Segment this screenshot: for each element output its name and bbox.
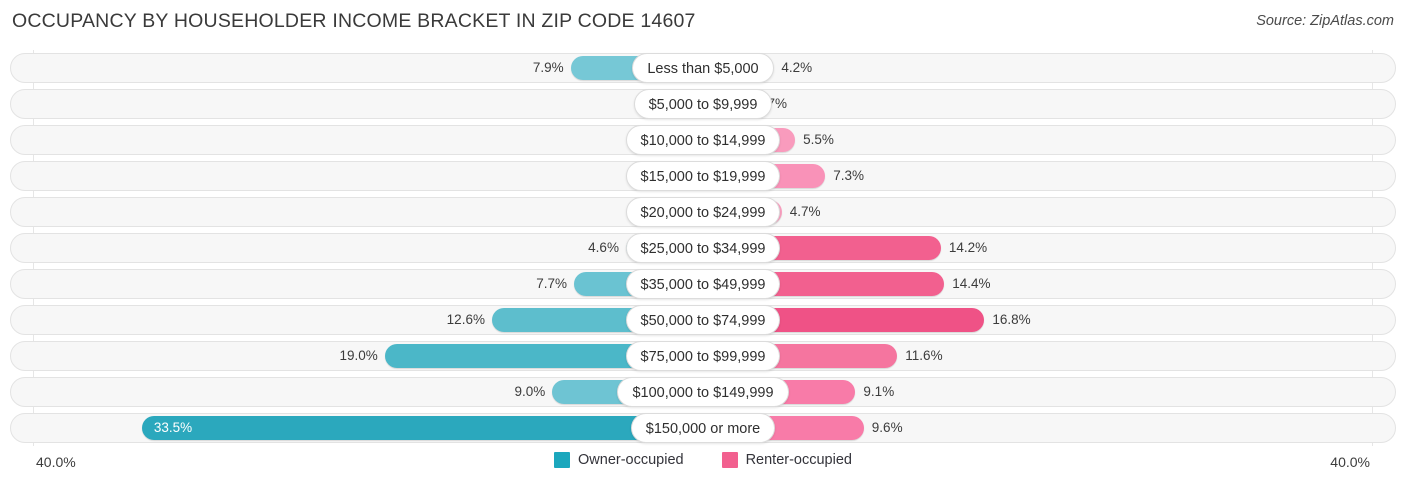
- chart-legend: Owner-occupied Renter-occupied: [0, 452, 1406, 468]
- legend-item-renter-occupied[interactable]: Renter-occupied: [721, 452, 852, 468]
- owner-value-label: 7.9%: [532, 60, 564, 75]
- bar-row: $50,000 to $74,999 12.6% 16.8%: [0, 302, 1406, 338]
- category-label: $50,000 to $74,999: [625, 305, 781, 335]
- renter-value-label: 5.5%: [803, 132, 834, 147]
- bar-row: $10,000 to $14,9992.3%5.5%: [0, 122, 1406, 158]
- bar-row: $150,000 or more 33.5% 9.6%: [0, 410, 1406, 446]
- chart-footer: 40.0% 40.0% Owner-occupied Renter-occupie…: [0, 446, 1406, 487]
- renter-value-label: 4.2%: [781, 60, 813, 75]
- plot-area: Less than $5,000 7.9% 4.2% $5,000 to $9,999…: [0, 50, 1406, 446]
- owner-occupied-bar[interactable]: [141, 416, 703, 440]
- bar-row: $35,000 to $49,999 7.7% 14.4%: [0, 266, 1406, 302]
- source-attribution: Source: ZipAtlas.com: [1256, 13, 1394, 29]
- renter-value-label: 14.4%: [952, 276, 991, 291]
- row-bars: $150,000 or more 33.5% 9.6%: [0, 410, 1406, 446]
- owner-value-label: 9.0%: [514, 384, 546, 399]
- row-bars: $75,000 to $99,999 19.0% 11.6%: [0, 338, 1406, 374]
- renter-value-label: 9.6%: [871, 420, 903, 435]
- bar-row: $25,000 to $34,999 4.6% 14.2%: [0, 230, 1406, 266]
- owner-value-label: 33.5%: [153, 420, 193, 435]
- renter-value-label: 9.1%: [863, 384, 895, 399]
- axis-label-left: 40.0%: [36, 454, 76, 470]
- legend-label: Owner-occupied: [578, 452, 684, 468]
- category-label: $150,000 or more: [630, 413, 776, 443]
- row-bars: Less than $5,000 7.9% 4.2%: [0, 50, 1406, 86]
- page-title: OCCUPANCY BY HOUSEHOLDER INCOME BRACKET …: [12, 10, 696, 32]
- category-label: $20,000 to $24,999: [625, 197, 781, 227]
- legend-item-owner-occupied[interactable]: Owner-occupied: [554, 452, 684, 468]
- owner-value-label: 4.6%: [588, 240, 619, 255]
- row-bars: $50,000 to $74,999 12.6% 16.8%: [0, 302, 1406, 338]
- category-label: $25,000 to $34,999: [625, 233, 781, 263]
- bar-row: $75,000 to $99,999 19.0% 11.6%: [0, 338, 1406, 374]
- row-bars: $100,000 to $149,999 9.0% 9.1%: [0, 374, 1406, 410]
- renter-value-label: 7.3%: [833, 168, 865, 183]
- row-bars: $35,000 to $49,999 7.7% 14.4%: [0, 266, 1406, 302]
- category-label: $100,000 to $149,999: [617, 377, 789, 407]
- owner-value-label: 7.7%: [536, 276, 568, 291]
- bar-rows: Less than $5,000 7.9% 4.2% $5,000 to $9,999…: [0, 50, 1406, 446]
- row-bars: $25,000 to $34,999 4.6% 14.2%: [0, 230, 1406, 266]
- renter-value-label: 4.7%: [789, 204, 821, 219]
- row-bars: $10,000 to $14,9992.3%5.5%: [0, 122, 1406, 158]
- category-label: $35,000 to $49,999: [625, 269, 781, 299]
- axis-label-right: 40.0%: [1330, 454, 1370, 470]
- legend-label: Renter-occupied: [745, 452, 852, 468]
- legend-swatch-icon: [721, 452, 738, 468]
- category-label: $10,000 to $14,999: [625, 125, 781, 155]
- category-label: $5,000 to $9,999: [633, 89, 773, 119]
- renter-value-label: 16.8%: [992, 312, 1031, 327]
- chart-header: OCCUPANCY BY HOUSEHOLDER INCOME BRACKET …: [0, 0, 1406, 46]
- bar-row: $100,000 to $149,999 9.0% 9.1%: [0, 374, 1406, 410]
- row-bars: $15,000 to $19,9990.73%7.3%: [0, 158, 1406, 194]
- category-label: Less than $5,000: [632, 53, 774, 83]
- owner-value-label: 12.6%: [446, 312, 485, 327]
- owner-value-label: 19.0%: [339, 348, 378, 363]
- bar-row: $15,000 to $19,9990.73%7.3%: [0, 158, 1406, 194]
- category-label: $75,000 to $99,999: [625, 341, 781, 371]
- renter-value-label: 14.2%: [948, 240, 988, 255]
- category-label: $15,000 to $19,999: [625, 161, 781, 191]
- renter-value-label: 11.6%: [905, 348, 943, 363]
- legend-swatch-icon: [554, 452, 570, 468]
- bar-row: Less than $5,000 7.9% 4.2%: [0, 50, 1406, 86]
